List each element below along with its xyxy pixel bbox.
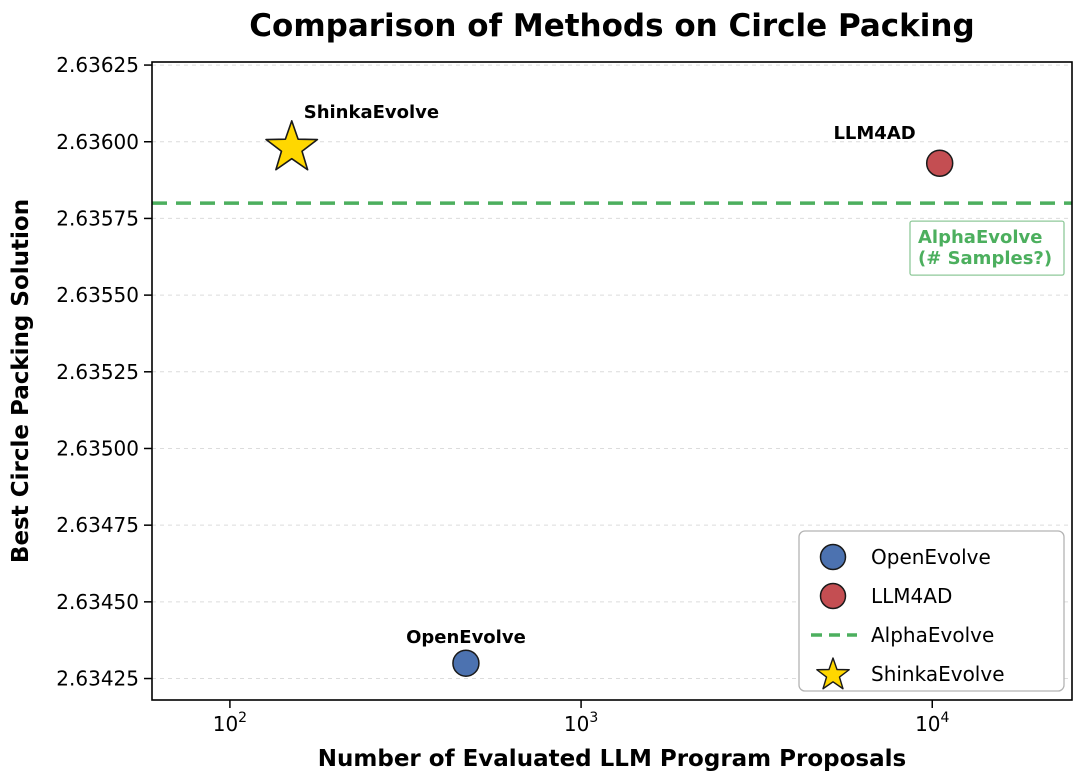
y-tick-label: 2.63500 (56, 436, 139, 460)
y-tick-label: 2.63450 (56, 590, 139, 614)
y-tick-label: 2.63425 (56, 667, 139, 691)
legend-label-shinkaevolve: ShinkaEvolve (871, 662, 1005, 686)
y-tick-label: 2.63475 (56, 513, 139, 537)
plot-area: 2.63425 2.63450 2.63475 2.63500 2.63525 2.635… (56, 53, 1073, 736)
x-tick-label: 103 (564, 710, 598, 736)
alphaevolve-callout-text: AlphaEvolve (918, 227, 1042, 248)
y-tick-label: 2.63525 (56, 360, 139, 384)
plot-border (151, 61, 1073, 701)
y-tick-label: 2.63575 (56, 206, 139, 230)
legend-marker-llm4ad (819, 582, 847, 610)
y-tick-label: 2.63550 (56, 283, 139, 307)
x-tick-label: 102 (213, 710, 247, 736)
x-tick-label: 104 (915, 710, 949, 736)
y-tick-label: 2.63625 (56, 53, 139, 77)
legend-marker-shinkaevolve (816, 657, 850, 690)
y-axis-label: Best Circle Packing Solution (8, 199, 34, 563)
x-axis-label: Number of Evaluated LLM Program Proposal… (318, 746, 906, 772)
legend-box (798, 530, 1065, 692)
legend-marker-openevolve (819, 543, 847, 571)
point-label-shinkaevolve: ShinkaEvolve (304, 102, 439, 123)
legend-label-openevolve: OpenEvolve (871, 545, 991, 569)
point-label-openevolve: OpenEvolve (406, 627, 526, 648)
data-point-shinkaevolve (265, 120, 319, 171)
legend-label-alphaevolve: AlphaEvolve (871, 623, 994, 647)
point-label-llm4ad: LLM4AD (833, 123, 915, 144)
alphaevolve-callout-text: (# Samples?) (918, 248, 1052, 269)
data-point-openevolve (452, 649, 480, 677)
legend-label-llm4ad: LLM4AD (871, 584, 952, 608)
y-tick-label: 2.63600 (56, 130, 139, 154)
chart-title: Comparison of Methods on Circle Packing (249, 8, 974, 44)
data-point-llm4ad (925, 149, 954, 177)
alphaevolve-callout-box (909, 220, 1065, 276)
